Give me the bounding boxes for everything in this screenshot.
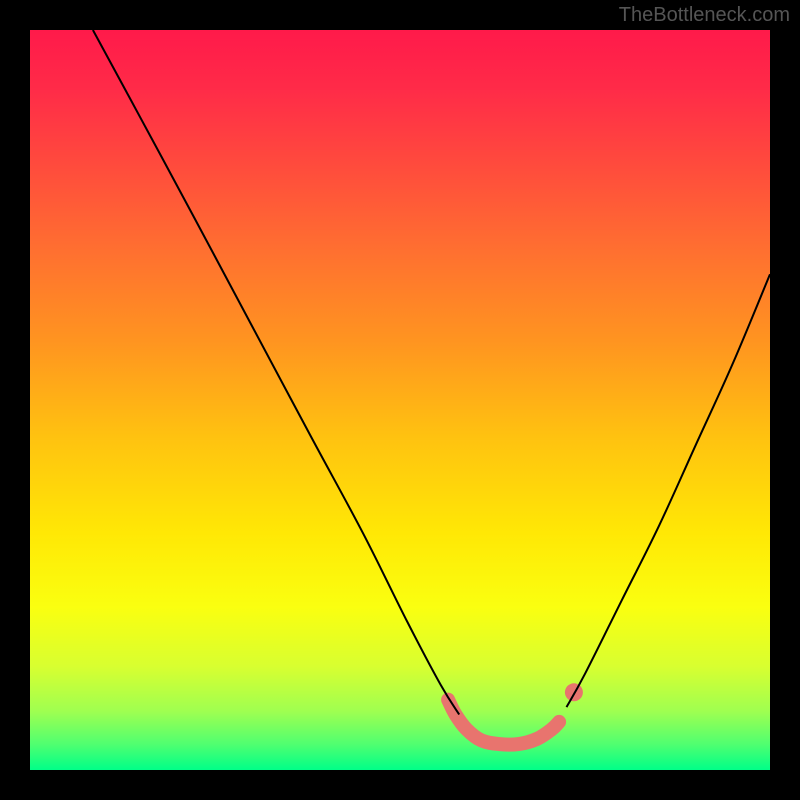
plot-background [30, 30, 770, 770]
bottleneck-chart [0, 0, 800, 800]
watermark-text: TheBottleneck.com [619, 4, 790, 27]
chart-container: TheBottleneck.com [0, 0, 800, 800]
